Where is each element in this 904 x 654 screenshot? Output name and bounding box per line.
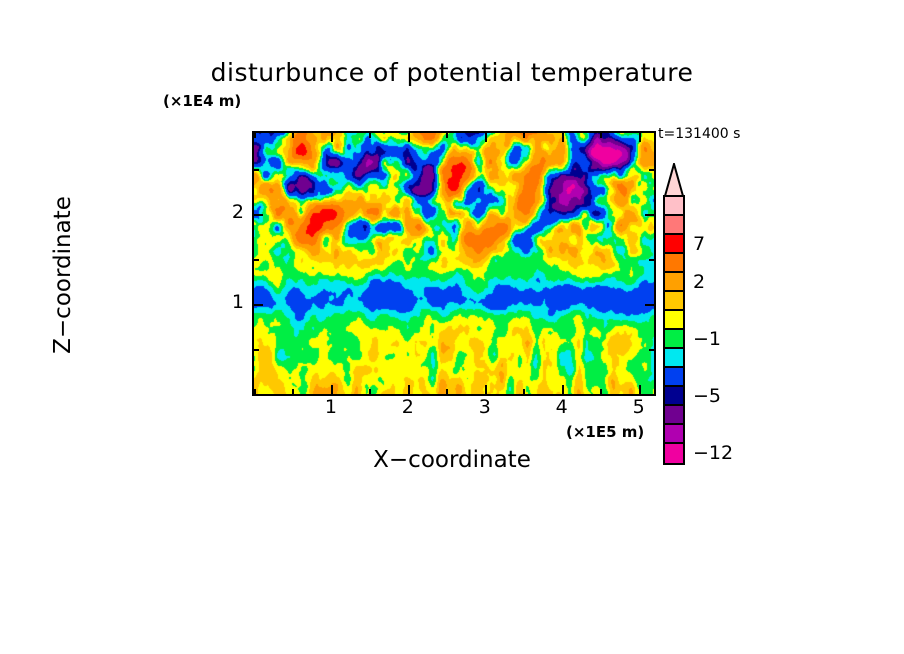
x-major-tick [484,385,487,394]
contour-plot-area [252,131,656,396]
colorbar-swatch [665,444,683,463]
y-minor-tick-right [649,394,654,396]
x-minor-tick [600,389,603,394]
x-major-tick-top [407,133,410,142]
y-major-tick-right [645,214,654,216]
colorbar-swatch [665,349,683,368]
x-tick-label: 1 [324,396,337,418]
colorbar-label: −1 [693,327,722,350]
colorbar-swatch [665,292,683,311]
x-axis-unit-label: (×1E5 m) [566,423,645,441]
x-axis-title: X−coordinate [373,447,531,473]
colorbar-swatch [665,235,683,254]
colorbar-label: 2 [693,270,706,293]
x-minor-tick [254,389,256,394]
colorbar-arrow-icon [663,163,685,197]
x-tick-label: 5 [632,396,645,418]
colorbar-swatch [665,330,683,349]
y-minor-tick [254,259,259,261]
colorbar-label: −5 [693,384,722,407]
x-minor-tick [369,389,372,394]
x-minor-tick [292,389,295,394]
x-minor-tick [446,389,449,394]
colorbar-swatch [665,273,683,292]
colorbar-swatch [665,216,683,235]
y-minor-tick [254,169,259,171]
x-major-tick-top [561,133,564,142]
colorbar-swatch [665,406,683,425]
colorbar-swatches [663,195,685,465]
colorbar-swatch [665,311,683,330]
x-minor-tick-top [292,133,295,138]
x-major-tick [407,385,410,394]
colorbar-label: −12 [693,441,734,464]
y-minor-tick-right [649,259,654,261]
colorbar-label: 7 [693,232,706,255]
x-major-tick [330,385,333,394]
colorbar-swatch [665,197,683,216]
x-tick-label: 3 [478,396,491,418]
x-minor-tick-top [254,133,256,138]
x-minor-tick [523,389,526,394]
x-minor-tick-top [446,133,449,138]
y-axis-unit-label: (×1E4 m) [163,92,242,110]
colorbar-swatch [665,387,683,406]
y-major-tick-right [645,304,654,306]
x-minor-tick-top [523,133,526,138]
x-tick-label: 2 [401,396,414,418]
x-major-tick [638,385,641,394]
x-minor-tick-top [369,133,372,138]
y-tick-label: 1 [231,291,244,313]
y-minor-tick-right [649,349,654,351]
x-tick-label: 4 [555,396,568,418]
y-major-tick [254,304,263,306]
y-minor-tick [254,349,259,351]
y-minor-tick [254,394,259,396]
y-minor-tick-right [649,169,654,171]
x-major-tick [561,385,564,394]
time-label: t=131400 s [658,126,741,142]
y-tick-label: 2 [231,201,244,223]
colorbar-swatch [665,425,683,444]
y-axis-title: Z−coordinate [50,196,76,354]
y-major-tick [254,214,263,216]
colorbar-swatch [665,368,683,387]
x-minor-tick-top [600,133,603,138]
x-major-tick-top [484,133,487,142]
x-major-tick-top [330,133,333,142]
contour-field-canvas [254,133,654,394]
page-title: disturbunce of potential temperature [210,58,694,87]
x-major-tick-top [638,133,641,142]
colorbar-swatch [665,254,683,273]
